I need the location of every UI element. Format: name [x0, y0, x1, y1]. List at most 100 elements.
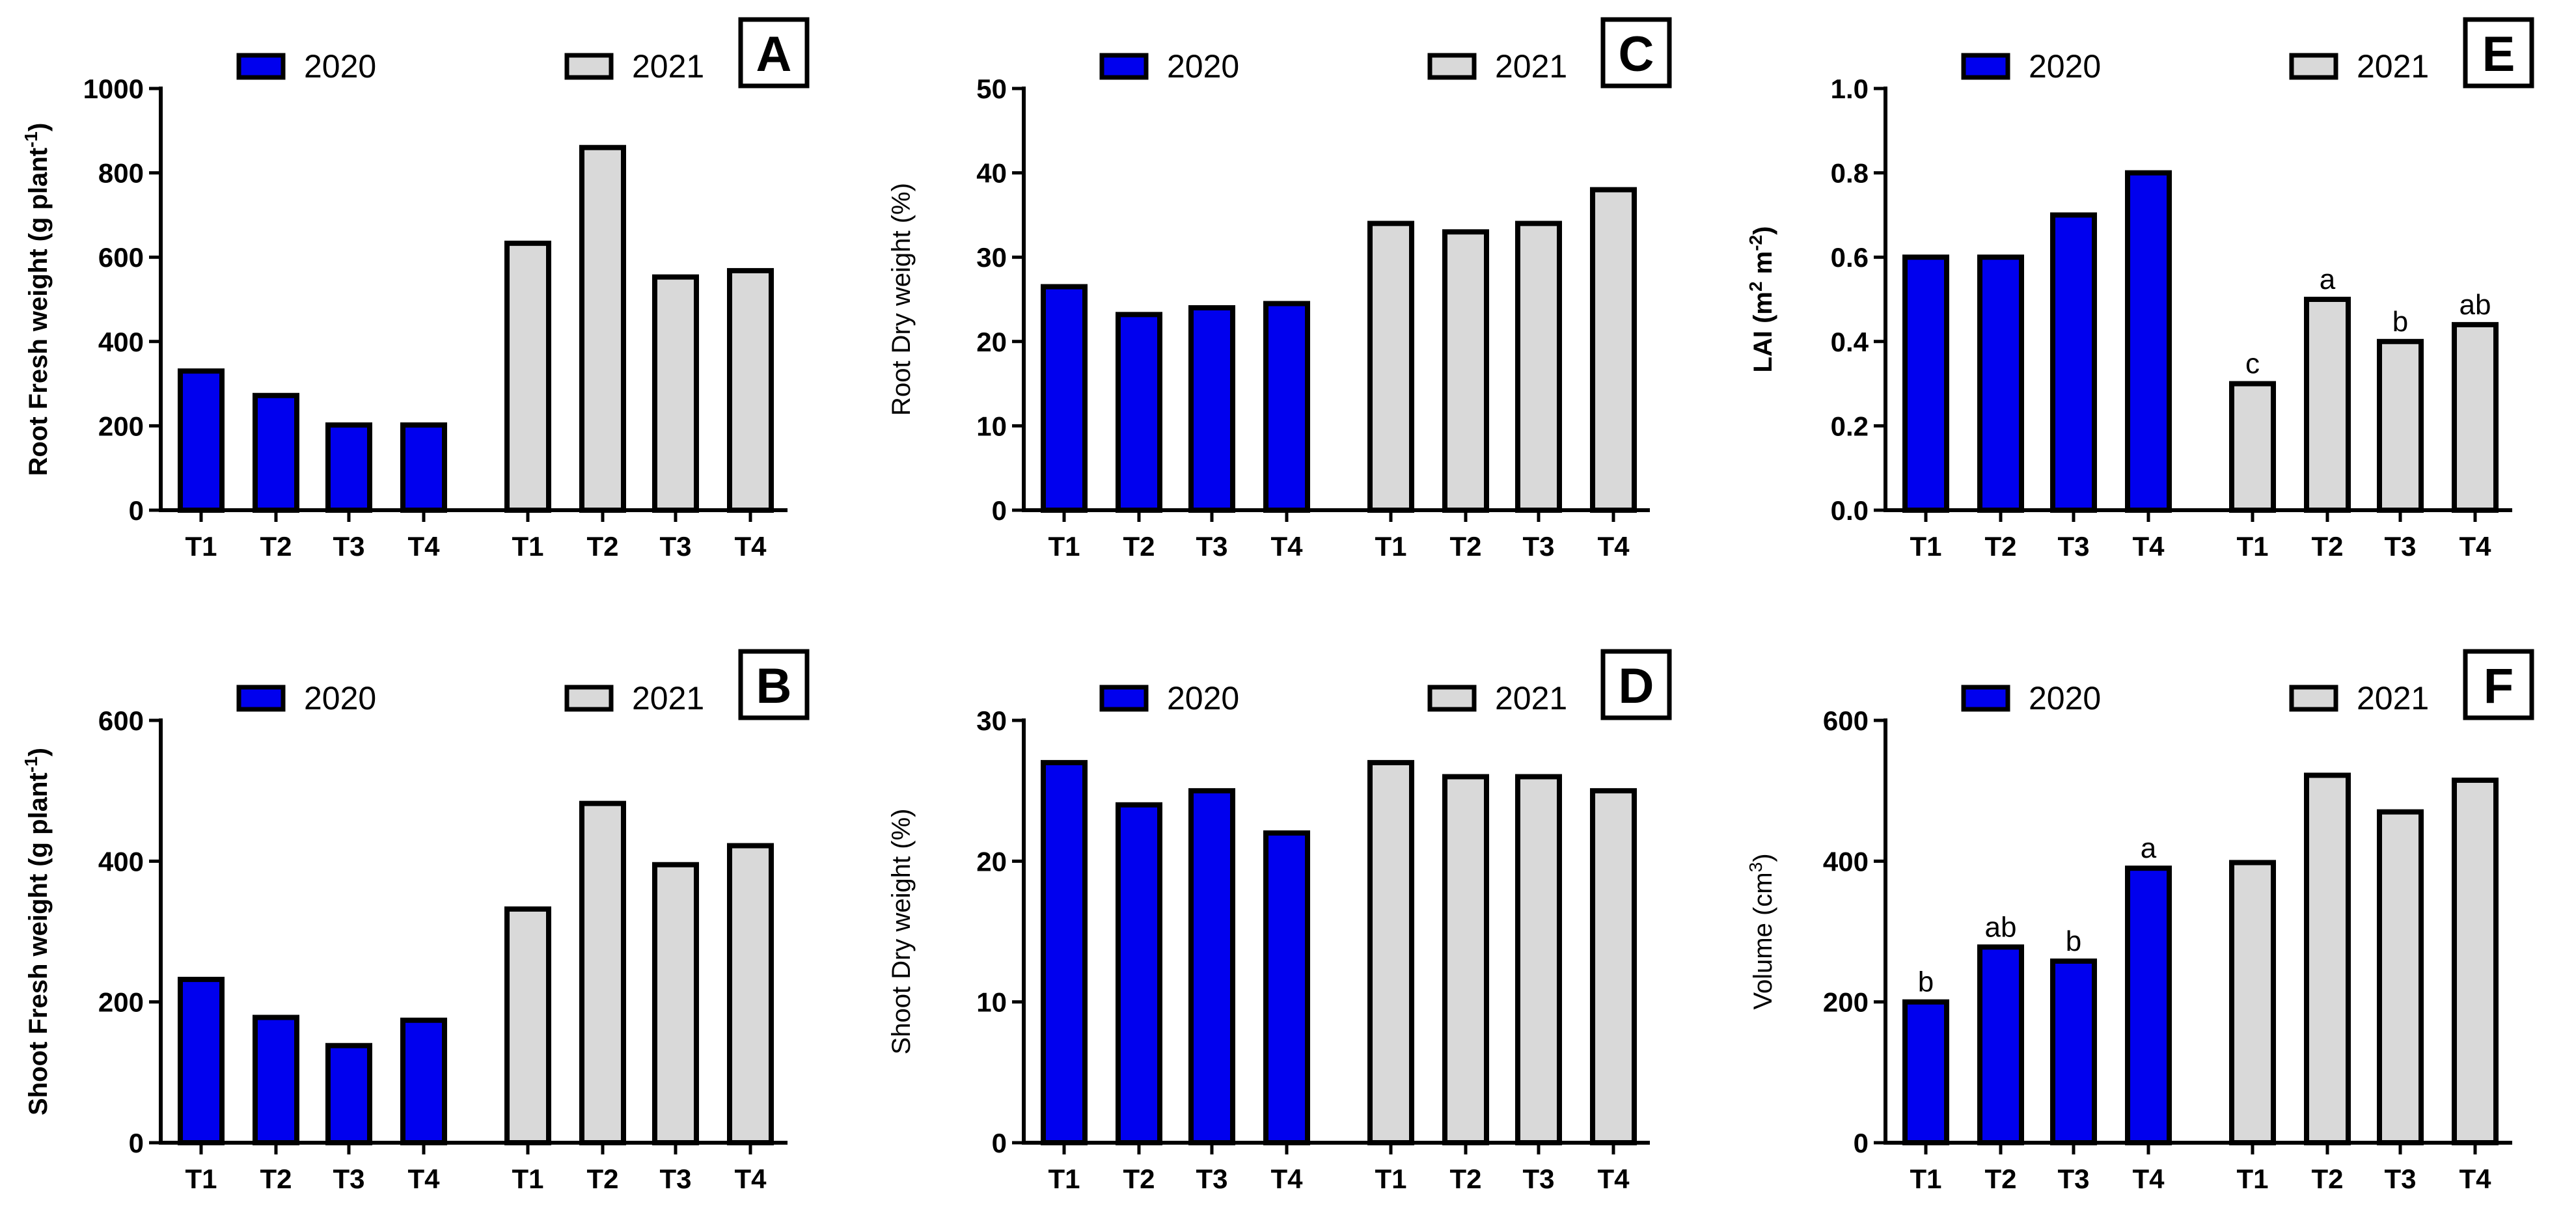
x-tick-label: T3: [659, 531, 691, 562]
legend-swatch-2020: [1099, 685, 1149, 712]
bar-2020-T1: [178, 977, 225, 1146]
panel-letter-box: [2463, 17, 2534, 89]
y-tick-label: 400: [98, 846, 144, 877]
bar-2020-T4: [400, 422, 447, 513]
bar-2021-T3: [652, 274, 699, 513]
bar-2020-T4: [400, 1017, 447, 1146]
panel-letter: B: [756, 659, 792, 714]
x-tick-label: T3: [1196, 1164, 1227, 1194]
legend-swatch-2020: [1961, 53, 2010, 80]
x-tick-label: T3: [659, 1164, 691, 1194]
x-tick-label: T2: [260, 1164, 292, 1194]
y-tick-label: 50: [976, 74, 1007, 104]
bar-2020-T2: [1977, 944, 2024, 1145]
legend-label-2021: 2021: [2357, 680, 2429, 716]
y-axis-label: Shoot Fresh weight (g plant-1): [21, 748, 53, 1115]
x-tick-label: T1: [1048, 531, 1080, 562]
bar-2021-T1: [2229, 381, 2276, 513]
bar-2020-T4: [2125, 865, 2172, 1146]
y-tick-label: 30: [976, 242, 1007, 273]
chart-panel-B: 0 200 400 600 Shoot Fresh weight (g plant-1)…: [21, 649, 810, 1194]
bar-2021-T4: [727, 267, 774, 513]
x-tick-label: T1: [185, 531, 217, 562]
bar-2020-T3: [1188, 788, 1235, 1145]
bar-2021-T2: [2304, 297, 2351, 513]
significance-letter: b: [2392, 306, 2408, 338]
y-tick-label: 0: [1854, 1128, 1869, 1158]
bar-2021-T3: [2377, 809, 2424, 1146]
legend-label-2021: 2021: [2357, 48, 2429, 85]
x-tick-label: T2: [260, 531, 292, 562]
x-tick-label: T1: [1910, 531, 1941, 562]
chart-panel-D: 0 10 20 30 Shoot Dry weight (%) T1 T2 T3 T4 T1 T2 T…: [887, 649, 1672, 1194]
bar-2021-T1: [1367, 759, 1414, 1145]
x-tick-label: T2: [2311, 1164, 2343, 1194]
legend-swatch-2021: [1427, 53, 1477, 80]
x-tick-label: T4: [407, 1164, 440, 1194]
x-tick-label: T1: [1910, 1164, 1941, 1194]
x-tick-label: T3: [1522, 531, 1554, 562]
legend-swatch-2020: [236, 53, 286, 80]
y-tick-label: 0.2: [1831, 411, 1869, 441]
x-tick-label: T2: [1449, 1164, 1481, 1194]
y-axis-label: Root Dry weight (%): [887, 183, 916, 416]
y-tick-label: 40: [976, 158, 1007, 189]
significance-letter: ab: [1985, 911, 2017, 943]
bar-2021-T2: [579, 800, 626, 1146]
x-tick-label: T3: [1522, 1164, 1554, 1194]
x-tick-label: T3: [2384, 531, 2416, 562]
legend-swatch-2021: [564, 685, 614, 712]
bar-2021-T2: [2304, 772, 2351, 1145]
bar-2021-T4: [1590, 788, 1637, 1145]
y-tick-label: 0: [992, 1128, 1007, 1158]
x-tick-label: T2: [1123, 1164, 1155, 1194]
significance-letter: a: [2320, 264, 2336, 295]
y-axis-label: Root Fresh weight (g plant-1): [21, 123, 53, 476]
bar-2020-T1: [178, 368, 225, 513]
legend-label-2020: 2020: [2029, 48, 2101, 85]
x-tick-label: T4: [734, 531, 767, 562]
legend-label-2021: 2021: [1495, 48, 1567, 85]
panel-letter: A: [756, 27, 792, 82]
y-tick-label: 400: [1823, 846, 1869, 877]
bar-2020-T3: [325, 422, 372, 513]
panel-letter: D: [1619, 659, 1654, 714]
bar-2021-T1: [504, 240, 551, 513]
y-tick-label: 200: [98, 987, 144, 1018]
bar-2021-T3: [1515, 221, 1562, 513]
x-tick-label: T3: [1196, 531, 1227, 562]
y-tick-label: 200: [1823, 987, 1869, 1018]
panel-letter: E: [2482, 27, 2515, 82]
bar-2020-T4: [2125, 170, 2172, 513]
legend-label-2021: 2021: [632, 680, 704, 716]
chart-panel-A: 0 200 400 600 800 1000 Root Fresh weight (g pl…: [21, 17, 810, 562]
legend-swatch-2020: [1961, 685, 2010, 712]
y-tick-label: 200: [98, 411, 144, 441]
y-tick-label: 0.4: [1831, 327, 1869, 357]
y-tick-label: 30: [976, 705, 1007, 736]
bar-2020-T3: [2050, 958, 2097, 1146]
bar-2020-T1: [1902, 254, 1949, 513]
panel-letter-box: [2463, 649, 2534, 720]
x-tick-label: T1: [512, 1164, 543, 1194]
bar-2021-T2: [1442, 774, 1489, 1145]
bar-2021-T2: [1442, 229, 1489, 513]
y-tick-label: 400: [98, 327, 144, 357]
y-tick-label: 800: [98, 158, 144, 189]
x-tick-label: T1: [512, 531, 543, 562]
bar-2021-T4: [1590, 187, 1637, 513]
x-tick-label: T4: [2459, 531, 2491, 562]
bar-2020-T2: [253, 1015, 299, 1146]
legend-label-2020: 2020: [304, 48, 376, 85]
bar-2021-T4: [727, 843, 774, 1145]
panel-letter-box: [1600, 17, 1672, 89]
y-tick-label: 10: [976, 987, 1007, 1018]
bar-2020-T1: [1041, 284, 1088, 513]
y-tick-label: 20: [976, 846, 1007, 877]
bar-2021-T3: [2377, 338, 2424, 513]
x-tick-label: T4: [1270, 531, 1303, 562]
significance-letter: ab: [2460, 289, 2491, 321]
legend-swatch-2021: [2289, 685, 2338, 712]
bar-2021-T3: [1515, 774, 1562, 1145]
y-axis-label: LAI (m2 m-2): [1746, 226, 1778, 373]
